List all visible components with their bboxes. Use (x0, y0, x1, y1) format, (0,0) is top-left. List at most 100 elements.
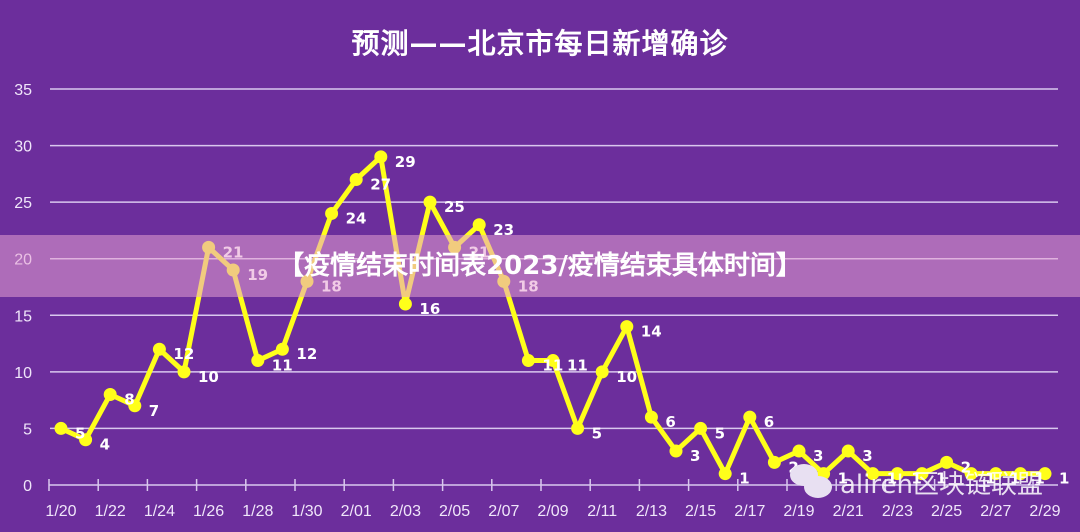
x-tick-label: 2/23 (882, 503, 913, 520)
data-point (1038, 467, 1052, 481)
overlay-banner (0, 235, 1080, 297)
data-point (1013, 467, 1027, 481)
data-point (767, 455, 781, 469)
x-tick-label: 1/26 (193, 503, 224, 520)
data-label: 1 (1010, 470, 1020, 488)
data-label: 16 (419, 300, 440, 318)
data-label: 29 (395, 153, 416, 171)
data-label: 1 (887, 470, 897, 488)
data-point (595, 365, 609, 379)
data-label: 14 (641, 323, 662, 341)
x-tick-label: 2/01 (341, 503, 372, 520)
data-labels: 5487121021191112182427291625212318111151… (75, 153, 1069, 488)
data-point (54, 421, 68, 435)
data-label: 3 (690, 447, 700, 465)
data-point (472, 218, 486, 232)
data-label: 27 (370, 176, 391, 194)
data-label: 12 (296, 345, 317, 363)
y-tick-label: 35 (14, 82, 32, 99)
x-tick-label: 2/19 (783, 503, 814, 520)
data-point (152, 342, 166, 356)
x-tick-label: 2/03 (390, 503, 421, 520)
data-label: 12 (173, 345, 194, 363)
y-tick-label: 25 (14, 195, 32, 212)
x-tick-label: 2/17 (734, 503, 765, 520)
data-label: 7 (149, 402, 159, 420)
y-tick-label: 30 (14, 139, 32, 156)
data-point (964, 467, 978, 481)
chart-title: 预测——北京市每日新增确诊 (351, 27, 729, 60)
data-label: 23 (493, 221, 514, 239)
x-tick-label: 2/21 (833, 503, 864, 520)
y-axis: 05101520253035 (14, 82, 32, 495)
data-point (546, 354, 560, 368)
wechat-icon (790, 464, 834, 500)
data-point (915, 467, 929, 481)
x-tick-label: 1/22 (95, 503, 126, 520)
x-tick-label: 2/15 (685, 503, 716, 520)
data-label: 1 (1059, 470, 1069, 488)
data-point (792, 444, 806, 458)
data-point (128, 399, 142, 413)
data-point (866, 467, 880, 481)
data-point (841, 444, 855, 458)
data-label: 5 (592, 424, 602, 442)
data-label: 3 (862, 447, 872, 465)
data-point (890, 467, 904, 481)
data-label: 10 (616, 368, 637, 386)
data-label: 10 (198, 368, 219, 386)
data-point (718, 467, 732, 481)
data-label: 4 (100, 436, 110, 454)
data-point (571, 421, 585, 435)
x-tick-label: 1/30 (291, 503, 322, 520)
data-label: 1 (838, 470, 848, 488)
data-label: 25 (444, 198, 465, 216)
overlay-banner-text: 【疫情结束时间表2023/疫情结束具体时间】 (278, 251, 802, 281)
data-point (521, 354, 535, 368)
x-tick-label: 1/20 (45, 503, 76, 520)
y-tick-label: 0 (23, 478, 32, 495)
x-tick-label: 2/13 (636, 503, 667, 520)
data-label: 2 (961, 458, 971, 476)
x-tick-label: 2/27 (980, 503, 1011, 520)
data-point (177, 365, 191, 379)
data-label: 8 (124, 390, 134, 408)
watermark: alireh区块链联盟 (790, 462, 1043, 502)
watermark-text: alireh区块链联盟 (840, 469, 1043, 500)
x-tick-label: 2/11 (587, 503, 617, 520)
data-point (349, 173, 363, 187)
data-point (644, 410, 658, 424)
data-label: 1 (739, 470, 749, 488)
data-point (275, 342, 289, 356)
data-point (251, 354, 265, 368)
data-label: 5 (715, 424, 725, 442)
data-label: 1 (985, 470, 995, 488)
x-tick-label: 2/25 (931, 503, 962, 520)
data-point (423, 195, 437, 209)
data-points (54, 150, 1052, 481)
data-label: 11 (272, 357, 293, 375)
data-point (989, 467, 1003, 481)
x-tick-label: 2/09 (537, 503, 568, 520)
data-label: 6 (764, 413, 774, 431)
data-point (669, 444, 683, 458)
y-tick-label: 5 (23, 421, 32, 438)
data-point (79, 433, 93, 447)
x-axis: 1/20 1/22 1/24 1/26 1/28 1/30 2/01 2/03 2/05 2/07… (45, 479, 1061, 520)
data-point (743, 410, 757, 424)
data-label: 1 (1034, 470, 1044, 488)
data-label: 11 (567, 357, 588, 375)
data-point (374, 150, 388, 164)
x-tick-label: 1/24 (144, 503, 175, 520)
data-point (694, 421, 708, 435)
y-tick-label: 15 (14, 308, 32, 325)
x-tick-label: 1/28 (242, 503, 273, 520)
data-point (620, 320, 634, 334)
data-label: 24 (346, 209, 367, 227)
data-point (325, 206, 339, 220)
data-label: 5 (75, 424, 85, 442)
data-label: 3 (813, 447, 823, 465)
x-tick-label: 2/05 (439, 503, 470, 520)
data-label: 11 (542, 357, 563, 375)
data-label: 6 (665, 413, 675, 431)
